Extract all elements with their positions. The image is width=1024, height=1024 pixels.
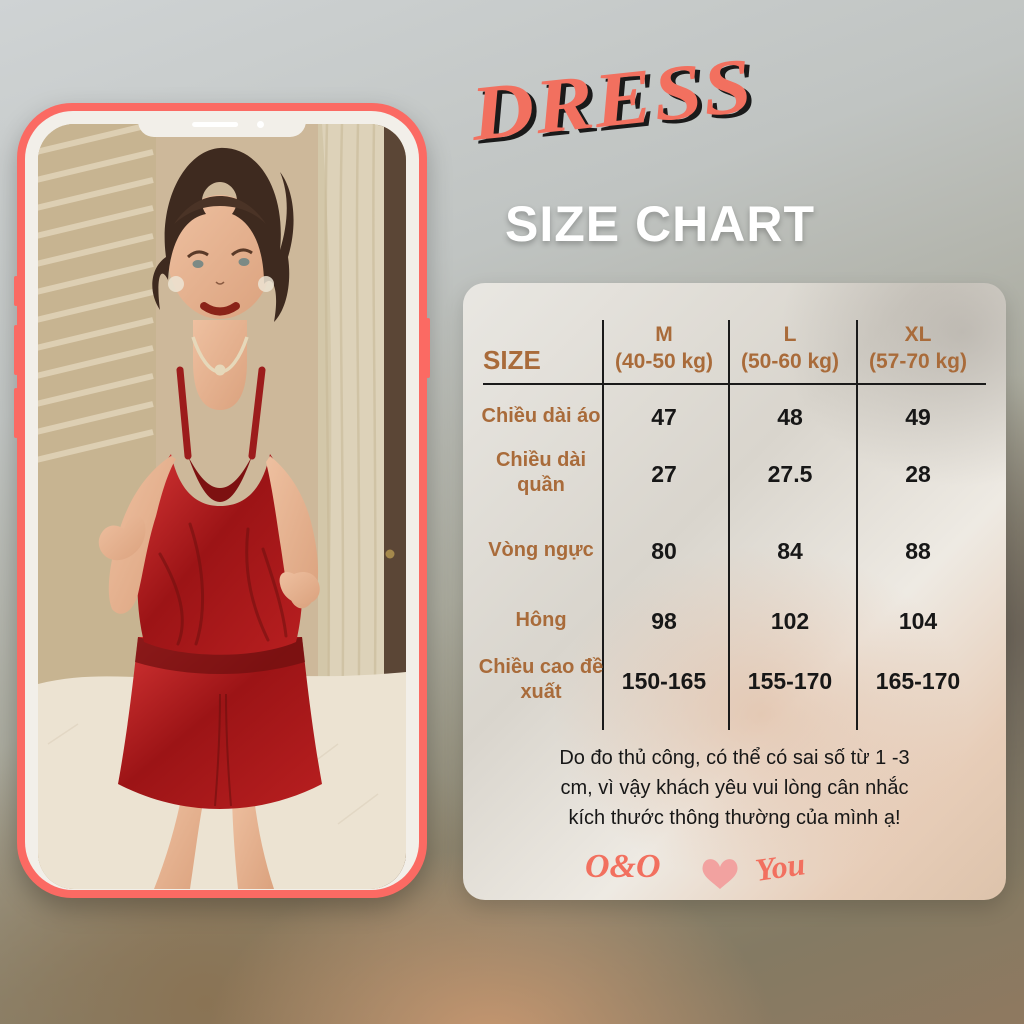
svg-text:DRESS: DRESS [466, 41, 757, 157]
svg-text:You: You [752, 845, 806, 888]
svg-text:O&O: O&O [585, 848, 661, 885]
